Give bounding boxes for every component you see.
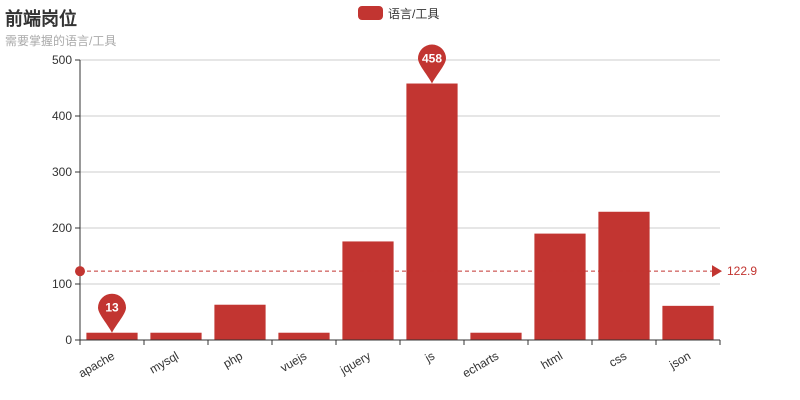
bar[interactable] [150, 332, 202, 340]
average-line-start-dot [75, 266, 85, 277]
chart-title: 前端岗位 [5, 9, 77, 29]
bars [86, 83, 714, 341]
bar[interactable] [406, 83, 458, 341]
average-line-arrow [712, 265, 722, 278]
bar[interactable] [534, 233, 586, 340]
average-line: 122.9 [75, 264, 757, 278]
y-tick-label: 100 [52, 277, 72, 291]
mark-point-pin [97, 293, 127, 333]
x-tick-label: css [607, 349, 630, 370]
y-tick-label: 0 [65, 333, 72, 347]
y-tick-label: 300 [52, 165, 72, 179]
x-tick-label: vuejs [278, 349, 309, 375]
bar[interactable] [214, 304, 266, 340]
legend-item[interactable]: 语言/工具 [358, 5, 439, 21]
bar[interactable] [598, 211, 650, 340]
x-tick-label: html [538, 349, 565, 372]
bar[interactable] [342, 241, 394, 340]
x-tick-label: mysql [147, 349, 181, 377]
mark-point-label: 458 [422, 52, 442, 66]
mark-point: 458 [418, 44, 446, 84]
x-tick-label: js [422, 349, 437, 366]
bar[interactable] [662, 305, 714, 340]
mark-point-pin [418, 44, 446, 84]
chart-subtitle: 需要掌握的语言/工具 [5, 34, 117, 48]
average-line-label: 122.9 [727, 264, 757, 278]
legend-swatch [358, 6, 383, 20]
mark-point-label: 13 [105, 301, 119, 315]
x-tick-label: apache [76, 349, 117, 381]
x-tick-label: echarts [460, 349, 501, 381]
bar[interactable] [470, 332, 522, 340]
y-tick-label: 500 [52, 53, 72, 67]
x-tick-label: php [221, 349, 246, 371]
mark-points: 458 13 [97, 44, 446, 333]
bar[interactable] [86, 332, 138, 340]
x-tick-label: json [666, 349, 693, 373]
mark-point: 13 [97, 293, 127, 333]
legend-label: 语言/工具 [388, 6, 440, 21]
y-tick-label: 400 [52, 109, 72, 123]
x-tick-label: jquery [337, 349, 373, 378]
bar[interactable] [278, 332, 330, 340]
y-tick-label: 200 [52, 221, 72, 235]
